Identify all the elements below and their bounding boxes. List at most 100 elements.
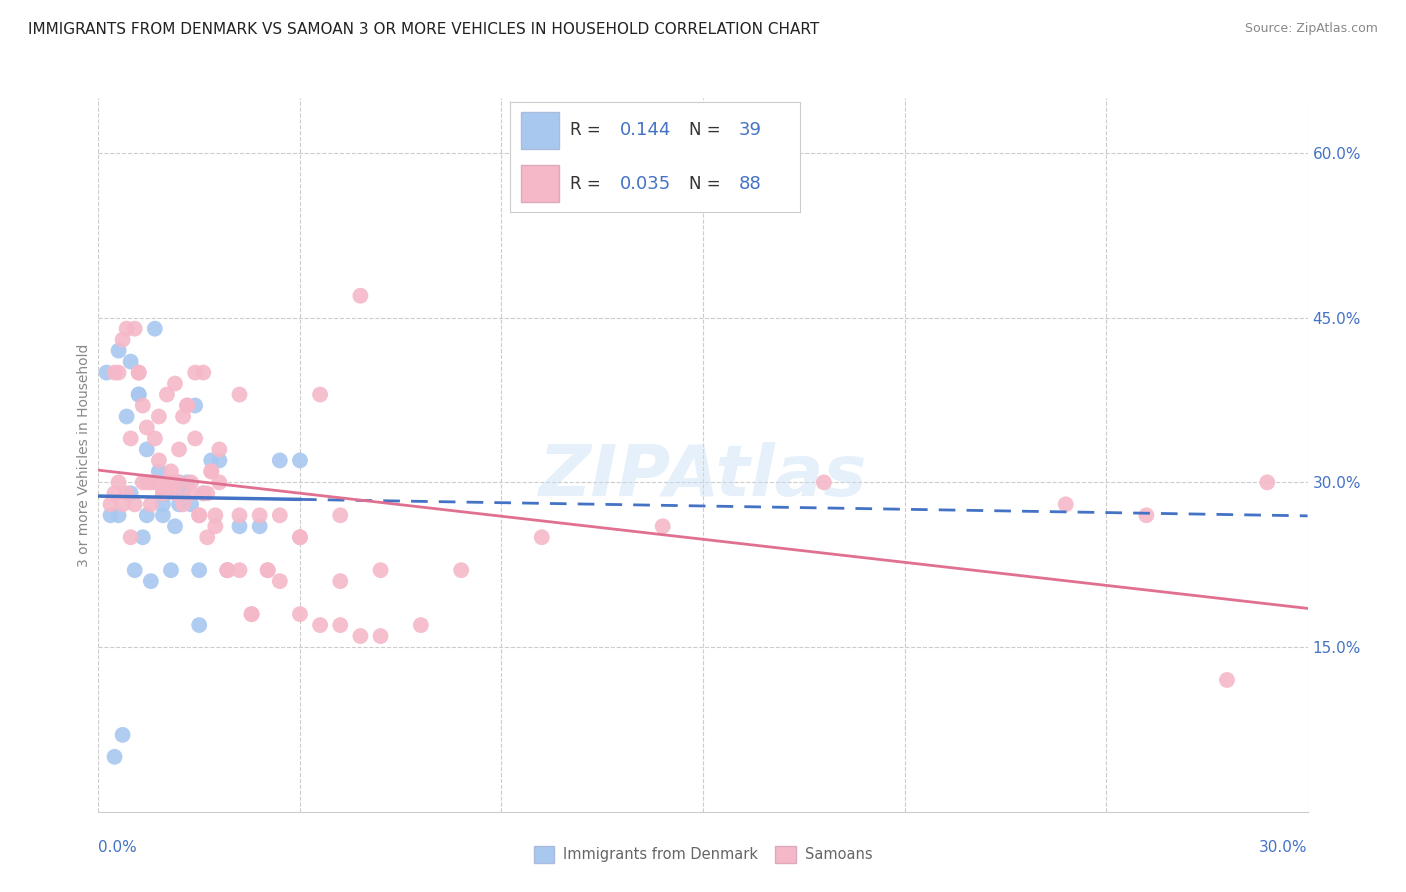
Point — [288, 530, 311, 544]
Point — [228, 387, 250, 401]
Point — [107, 343, 129, 358]
Point — [188, 508, 211, 523]
Point — [349, 629, 371, 643]
Point — [269, 574, 291, 589]
Point — [200, 464, 222, 478]
Point — [240, 607, 263, 621]
Point — [329, 508, 352, 523]
Point — [180, 486, 202, 500]
Point — [208, 475, 231, 490]
Point — [228, 563, 250, 577]
Point — [167, 475, 190, 490]
Point — [184, 432, 207, 446]
Point — [103, 749, 125, 764]
Point — [172, 497, 194, 511]
Point — [269, 453, 291, 467]
Point — [450, 563, 472, 577]
Point — [228, 519, 250, 533]
Point — [228, 508, 250, 523]
Point — [204, 508, 226, 523]
Point — [139, 574, 162, 589]
Point — [152, 486, 174, 500]
Point — [124, 497, 146, 511]
Point — [193, 486, 215, 500]
Point — [148, 409, 170, 424]
Point — [309, 387, 332, 401]
Point — [269, 508, 291, 523]
Point — [208, 453, 231, 467]
Point — [135, 420, 157, 434]
Point — [135, 475, 157, 490]
Point — [349, 289, 371, 303]
Point — [195, 486, 218, 500]
Point — [156, 387, 179, 401]
Point — [103, 486, 125, 500]
Point — [249, 508, 271, 523]
Point — [120, 354, 142, 368]
Point — [240, 607, 263, 621]
Point — [167, 497, 190, 511]
Point — [651, 519, 673, 533]
Point — [132, 399, 155, 413]
Point — [111, 497, 134, 511]
Point — [135, 508, 157, 523]
Point — [163, 376, 186, 391]
Point — [152, 486, 174, 500]
Point — [1216, 673, 1239, 687]
Text: 0.0%: 0.0% — [98, 840, 138, 855]
Point — [120, 432, 142, 446]
Point — [139, 497, 162, 511]
Point — [132, 530, 155, 544]
Point — [163, 486, 186, 500]
Point — [184, 399, 207, 413]
Point — [115, 321, 138, 335]
Point — [120, 530, 142, 544]
Point — [163, 519, 186, 533]
Point — [107, 366, 129, 380]
Point — [200, 464, 222, 478]
Text: ZIPAtlas: ZIPAtlas — [538, 442, 868, 511]
Point — [152, 497, 174, 511]
Point — [309, 618, 332, 632]
Point — [100, 497, 122, 511]
Point — [249, 519, 271, 533]
Point — [160, 563, 183, 577]
Point — [107, 475, 129, 490]
Point — [256, 563, 278, 577]
Point — [176, 399, 198, 413]
Point — [132, 475, 155, 490]
Point — [180, 475, 202, 490]
Point — [128, 387, 150, 401]
Point — [370, 629, 392, 643]
Point — [100, 508, 122, 523]
Legend: Immigrants from Denmark, Samoans: Immigrants from Denmark, Samoans — [527, 840, 879, 869]
Point — [107, 508, 129, 523]
Point — [188, 618, 211, 632]
Point — [208, 442, 231, 457]
Point — [152, 508, 174, 523]
Point — [143, 475, 166, 490]
Point — [143, 321, 166, 335]
Point — [111, 728, 134, 742]
Point — [143, 432, 166, 446]
Point — [184, 366, 207, 380]
Y-axis label: 3 or more Vehicles in Household: 3 or more Vehicles in Household — [77, 343, 91, 566]
Point — [409, 618, 432, 632]
Point — [195, 530, 218, 544]
Point — [160, 464, 183, 478]
Point — [329, 574, 352, 589]
Text: IMMIGRANTS FROM DENMARK VS SAMOAN 3 OR MORE VEHICLES IN HOUSEHOLD CORRELATION CH: IMMIGRANTS FROM DENMARK VS SAMOAN 3 OR M… — [28, 22, 820, 37]
Point — [167, 475, 190, 490]
Point — [370, 563, 392, 577]
Point — [156, 475, 179, 490]
Point — [217, 563, 239, 577]
Point — [128, 387, 150, 401]
Point — [156, 486, 179, 500]
Point — [176, 399, 198, 413]
Point — [180, 497, 202, 511]
Point — [200, 453, 222, 467]
Point — [176, 475, 198, 490]
Point — [1256, 475, 1278, 490]
Point — [139, 475, 162, 490]
Point — [188, 563, 211, 577]
